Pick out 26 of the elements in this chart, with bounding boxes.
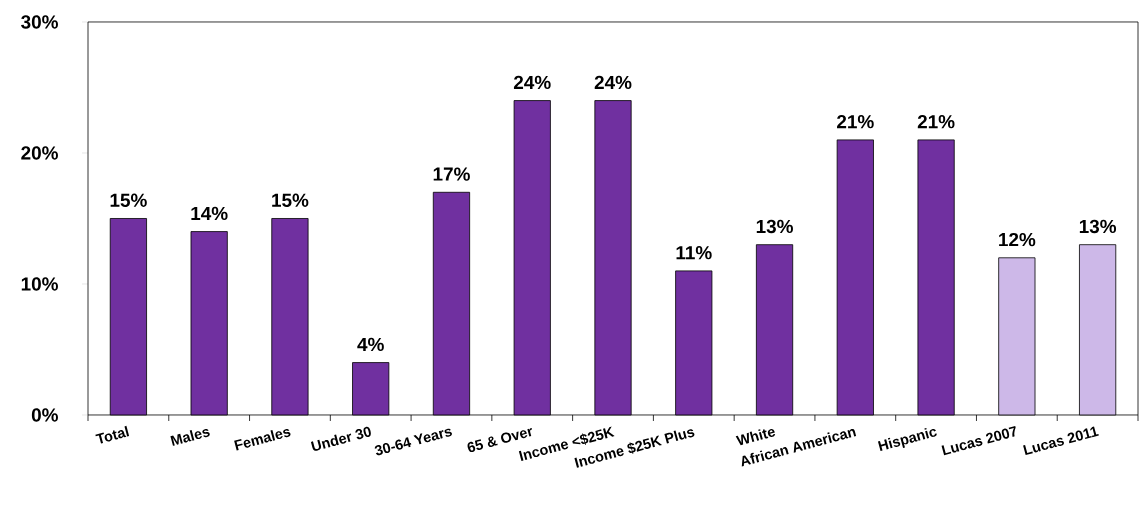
data-label: 12% [999, 232, 1036, 247]
data-label: 4% [357, 337, 384, 352]
x-tick-label: Females [234, 429, 291, 451]
data-label: 17% [433, 167, 470, 181]
data-label: 15% [272, 193, 309, 207]
x-tick-label: Total [95, 425, 130, 444]
x-tick-label: Under 30 [310, 426, 371, 451]
data-label: 21% [917, 115, 955, 129]
data-label: 13% [756, 219, 793, 234]
data-label: 15% [110, 193, 147, 207]
x-tick-label: Lucas 2007 [941, 425, 1016, 456]
y-tick-label: 10% [21, 277, 58, 291]
x-tick-label: 30-64 Years [374, 428, 452, 456]
data-label: 11% [676, 246, 712, 260]
data-label: 24% [513, 75, 551, 90]
x-tick-label: Hispanic [877, 427, 937, 452]
x-tick-label: Lucas 2011 [1023, 426, 1099, 456]
data-label: 13% [1079, 219, 1117, 234]
y-tick-label: 20% [21, 146, 58, 160]
x-tick-label: Males [170, 429, 210, 446]
data-label: 24% [594, 75, 632, 90]
y-tick-label: 0% [31, 408, 58, 422]
data-label: 21% [837, 115, 874, 129]
x-tick-label: White [735, 429, 776, 446]
y-tick-label: 30% [21, 15, 58, 29]
data-label: 14% [191, 206, 228, 221]
